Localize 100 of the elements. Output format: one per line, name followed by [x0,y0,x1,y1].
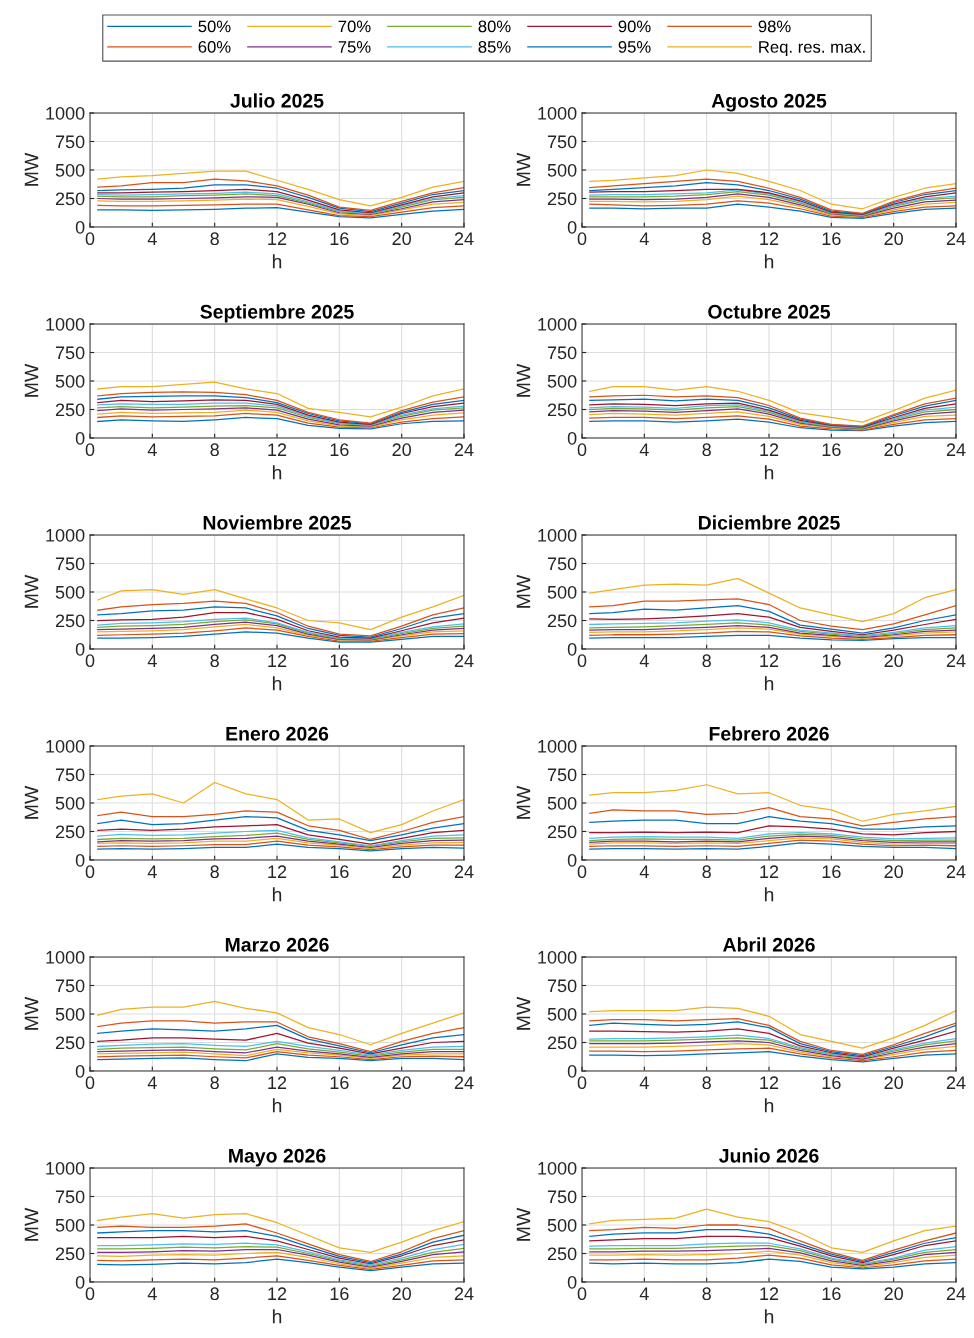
line-series [589,577,956,623]
y-tick-label: 750 [55,1190,85,1204]
y-tick-label: 250 [547,403,577,417]
x-tick-label: 12 [760,1287,779,1300]
x-tick-label: 12 [268,443,287,456]
x-tick-label: 16 [822,1287,841,1301]
x-tick-label: 12 [268,654,287,667]
x-tick-label: 0 [85,865,95,879]
x-tick-label: 4 [147,232,157,245]
x-tick-label: 4 [147,1076,157,1089]
x-tick-label: 0 [577,865,587,879]
line-series [589,1208,956,1253]
y-tick-label: 250 [55,1036,85,1050]
x-tick-label: 12 [268,232,287,245]
line-series [97,600,464,637]
line-series [97,1223,464,1263]
x-tick-label: 24 [946,232,966,245]
y-tick-label: 500 [55,585,85,599]
x-tick-label: 24 [454,1076,474,1089]
x-tick-label: 20 [392,443,411,457]
line-series [589,825,956,836]
x-axis-title: h [272,465,282,480]
x-tick-label: 16 [330,1076,349,1090]
y-tick-label: 1000 [538,739,577,753]
y-tick-label: 1000 [538,528,577,542]
x-tick-label: 0 [577,1076,587,1090]
legend-label: 90% [618,20,651,33]
x-tick-label: 8 [702,654,711,668]
x-tick-label: 4 [639,1287,649,1300]
y-axis-title: MW [516,996,531,1030]
y-tick-label: 500 [55,163,85,177]
x-tick-label: 4 [147,1287,157,1300]
x-tick-label: 12 [760,443,779,456]
x-tick-label: 20 [884,443,903,457]
x-tick-label: 20 [392,865,411,879]
legend-label: 95% [618,41,651,53]
y-tick-label: 500 [547,374,577,388]
line-series [589,1254,956,1269]
line-series [589,816,956,830]
x-axis-title: h [272,676,282,691]
line-series [97,631,464,643]
chart-title: Marzo 2026 [225,937,329,952]
chart-title: Mayo 2026 [229,1148,326,1167]
x-tick-label: 12 [268,865,287,878]
x-tick-label: 8 [210,865,219,879]
y-tick-label: 1000 [538,1161,577,1175]
y-tick-label: 500 [547,585,577,599]
y-tick-label: 1000 [46,106,85,120]
x-axis-title: h [764,676,774,691]
x-tick-label: 16 [822,865,841,879]
y-tick-label: 250 [547,192,577,206]
y-tick-label: 750 [547,346,577,360]
x-tick-label: 20 [884,1076,903,1090]
legend-label: Req. res. max. [759,41,865,57]
chart-title: Febrero 2026 [709,726,829,741]
x-axis-title: h [764,1309,774,1324]
y-tick-label: 250 [55,825,85,839]
x-tick-label: 20 [884,232,903,246]
y-tick-label: 250 [55,192,85,206]
x-tick-label: 4 [639,232,649,245]
x-tick-label: 16 [822,232,841,246]
y-tick-label: 0 [567,642,577,656]
x-tick-label: 16 [822,1076,841,1090]
chart-title: Octubre 2025 [708,304,831,319]
y-tick-label: 1000 [538,317,577,331]
y-tick-label: 0 [75,1275,85,1289]
x-tick-label: 24 [946,1287,966,1300]
y-tick-label: 750 [547,557,577,571]
x-axis-title: h [764,1098,774,1113]
x-tick-label: 12 [760,865,779,878]
y-tick-label: 1000 [46,950,85,964]
x-tick-label: 16 [330,232,349,246]
line-series [589,605,956,634]
x-tick-label: 12 [760,232,779,245]
y-tick-label: 500 [55,1218,85,1232]
line-series [97,810,464,841]
x-tick-label: 12 [268,1076,287,1089]
line-series [589,386,956,423]
chart-title: Agosto 2025 [711,93,827,112]
line-series [97,1212,464,1253]
x-tick-label: 12 [760,654,779,667]
x-tick-label: 4 [147,443,157,456]
y-tick-label: 0 [567,1275,577,1289]
line-series [589,806,956,827]
legend-label: 75% [338,41,371,53]
x-tick-label: 24 [946,1076,966,1089]
y-tick-label: 0 [567,431,577,445]
x-tick-label: 0 [577,232,587,246]
x-tick-label: 8 [210,1076,219,1090]
x-tick-label: 16 [822,654,841,668]
y-tick-label: 500 [55,1007,85,1021]
x-tick-label: 12 [760,1076,779,1089]
y-axis-title: MW [24,363,39,397]
y-tick-label: 750 [55,346,85,360]
y-tick-label: 250 [55,614,85,628]
line-series [589,784,956,822]
y-axis-title: MW [516,785,531,819]
legend-label: 70% [338,20,371,33]
x-tick-label: 20 [392,232,411,246]
y-tick-label: 500 [547,796,577,810]
